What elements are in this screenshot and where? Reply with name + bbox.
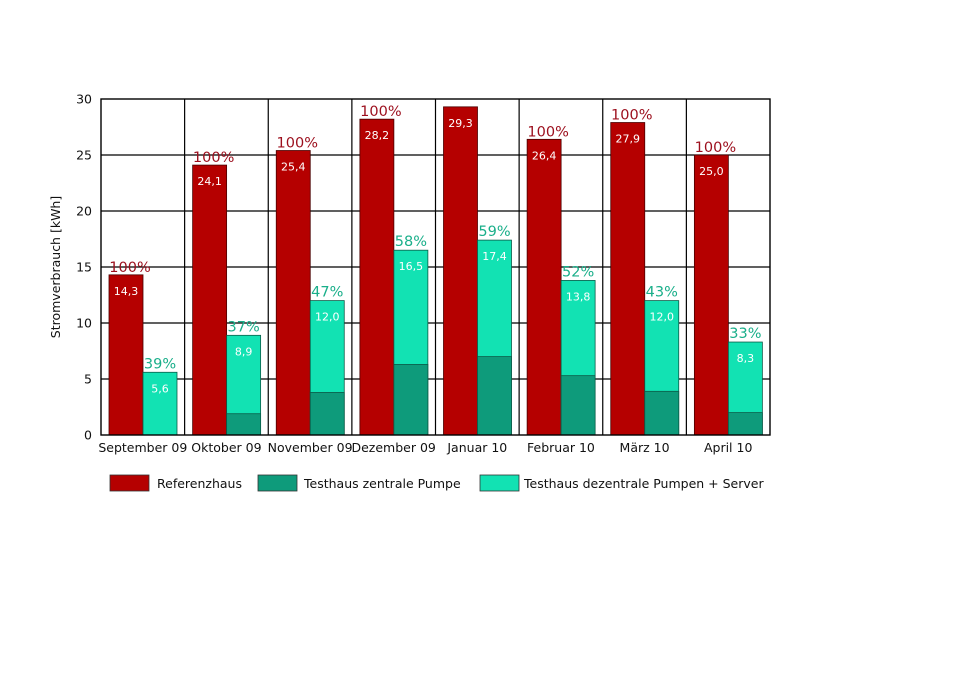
bar-referenzhaus <box>526 138 562 436</box>
bar-referenzhaus <box>443 106 478 436</box>
x-tick-label: März 10 <box>620 440 670 455</box>
data-label-referenzhaus: 25,0 <box>699 165 724 178</box>
y-tick-label: 0 <box>84 428 92 443</box>
percent-label-testhaus: 52% <box>562 264 594 280</box>
legend-swatch <box>479 474 520 492</box>
percent-label-testhaus: 37% <box>228 319 260 335</box>
x-tick-label: September 09 <box>98 440 187 455</box>
data-label-referenzhaus: 26,4 <box>532 149 557 162</box>
data-label-testhaus: 8,9 <box>235 345 253 358</box>
bar-referenzhaus <box>108 274 144 436</box>
y-tick-label: 15 <box>76 260 92 275</box>
bar-testhaus-dezentral <box>142 371 178 436</box>
y-tick-label: 10 <box>76 316 92 331</box>
data-label-testhaus: 16,5 <box>399 260 424 273</box>
legend-swatch <box>257 474 298 492</box>
percent-label-testhaus: 47% <box>311 285 343 301</box>
x-tick-label: April 10 <box>704 440 752 455</box>
percent-label-referenzhaus: 100% <box>193 150 234 166</box>
y-tick-label: 5 <box>84 372 92 387</box>
percent-label-referenzhaus: 100% <box>277 136 318 152</box>
legend: Referenzhaus Testhaus zentrale Pumpe Testh… <box>109 474 764 492</box>
bar-referenzhaus <box>610 122 646 436</box>
percent-label-testhaus: 33% <box>729 326 761 342</box>
data-label-referenzhaus: 14,3 <box>114 285 139 298</box>
y-axis: 0 5 10 15 20 25 30 <box>76 92 92 443</box>
percent-label-referenzhaus: 100% <box>611 108 652 124</box>
bar-testhaus-zentral <box>309 392 345 436</box>
bar-testhaus-zentral <box>477 356 512 436</box>
percent-label-referenzhaus: 100% <box>695 140 736 156</box>
percent-label-referenzhaus: 100% <box>109 260 150 276</box>
data-label-referenzhaus: 29,3 <box>448 117 473 130</box>
data-label-referenzhaus: 24,1 <box>197 175 222 188</box>
data-label-referenzhaus: 27,9 <box>616 133 641 146</box>
y-tick-label: 25 <box>76 148 92 163</box>
data-label-referenzhaus: 28,2 <box>365 129 390 142</box>
data-labels: 14,3 5,6 100% 39% 24,1 8,9 100% 37% 25,4 12,0 100%… <box>109 104 761 395</box>
bar-testhaus-zentral <box>727 412 763 436</box>
plot-border <box>100 98 771 436</box>
legend-label: Referenzhaus <box>157 476 242 491</box>
x-tick-label: November 09 <box>268 440 353 455</box>
bar-testhaus-zentral <box>644 390 680 436</box>
data-label-testhaus: 8,3 <box>737 352 755 365</box>
percent-label-testhaus: 58% <box>395 234 427 250</box>
x-tick-label: Oktober 09 <box>191 440 261 455</box>
data-label-referenzhaus: 25,4 <box>281 161 306 174</box>
y-axis-label: Stromverbrauch [kWh] <box>48 196 63 338</box>
x-tick-label: Januar 10 <box>446 440 507 455</box>
percent-label-testhaus: 39% <box>144 356 176 372</box>
data-label-testhaus: 13,8 <box>566 290 591 303</box>
percent-label-testhaus: 59% <box>478 224 510 240</box>
legend-label: Testhaus zentrale Pumpe <box>303 476 461 491</box>
x-axis: September 09 Oktober 09 November 09Dezembe… <box>98 440 752 455</box>
y-tick-label: 20 <box>76 204 92 219</box>
x-tick-label: Dezember 09 <box>351 440 435 455</box>
bar-testhaus-zentral <box>393 364 429 436</box>
bar-referenzhaus <box>275 150 311 436</box>
x-tick-label: Februar 10 <box>527 440 595 455</box>
bar-testhaus-zentral <box>226 413 262 436</box>
data-label-testhaus: 12,0 <box>650 311 675 324</box>
bar-referenzhaus <box>192 164 228 436</box>
legend-label: Testhaus dezentrale Pumpen + Server <box>523 476 764 491</box>
legend-swatch <box>109 474 150 492</box>
y-tick-label: 30 <box>76 92 92 107</box>
bars <box>108 106 763 436</box>
bar-referenzhaus <box>693 154 729 436</box>
bar-testhaus-zentral <box>560 375 596 436</box>
percent-label-referenzhaus: 100% <box>360 104 401 120</box>
data-label-testhaus: 5,6 <box>151 382 169 395</box>
percent-label-referenzhaus: 100% <box>527 124 568 140</box>
percent-label-testhaus: 43% <box>646 285 678 301</box>
plot-frame <box>100 98 771 436</box>
data-label-testhaus: 12,0 <box>315 311 340 324</box>
bar-referenzhaus <box>359 118 395 436</box>
data-label-testhaus: 17,4 <box>482 250 507 263</box>
